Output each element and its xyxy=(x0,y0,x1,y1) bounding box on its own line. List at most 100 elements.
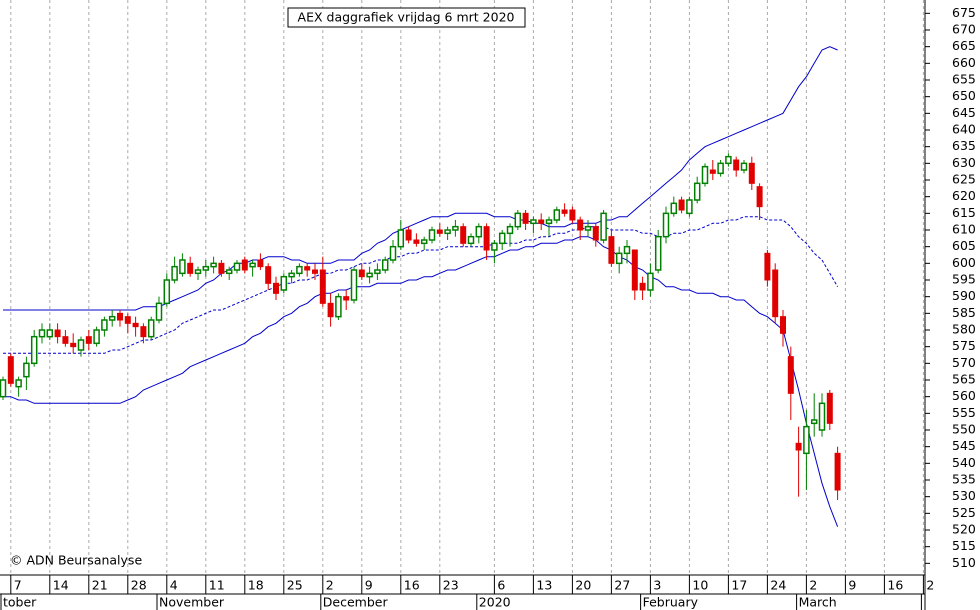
x-tick-label: 9 xyxy=(848,578,856,593)
y-tick-label: 535 xyxy=(952,472,976,487)
y-tick-label: 510 xyxy=(952,555,976,570)
candle-body xyxy=(257,259,264,268)
y-tick-label: 590 xyxy=(952,288,976,303)
candle-body xyxy=(701,165,709,185)
candle-body xyxy=(108,315,116,321)
candle-body xyxy=(631,249,638,291)
candle-body xyxy=(764,252,771,281)
candle-body xyxy=(818,402,826,431)
candle-body xyxy=(772,269,779,318)
y-tick-label: 605 xyxy=(952,238,976,253)
month-label: March xyxy=(799,595,837,610)
candle-body xyxy=(210,262,217,268)
candle-body xyxy=(623,245,631,255)
y-tick-label: 620 xyxy=(952,188,976,203)
candle-body xyxy=(803,425,810,455)
candle-body xyxy=(30,335,38,365)
candle-body xyxy=(343,296,350,301)
y-tick-label: 660 xyxy=(952,55,976,70)
y-tick-label: 565 xyxy=(952,372,976,387)
candle-body xyxy=(569,209,576,221)
candle-body xyxy=(420,239,428,245)
candle-body xyxy=(748,162,755,184)
candle-body xyxy=(218,262,225,274)
y-tick-label: 595 xyxy=(952,272,976,287)
candle-body xyxy=(709,169,716,174)
candle-body xyxy=(608,236,615,264)
x-tick-label: 16 xyxy=(887,578,903,593)
x-tick-label: 4 xyxy=(170,578,178,593)
candle-body xyxy=(241,259,248,271)
candle-body xyxy=(545,219,553,225)
x-tick-label: 13 xyxy=(536,578,552,593)
candle-body xyxy=(553,209,561,221)
y-tick-label: 540 xyxy=(952,455,976,470)
x-tick-label: 11 xyxy=(209,578,225,593)
y-tick-label: 665 xyxy=(952,38,976,53)
candle-body xyxy=(304,266,311,271)
candle-body xyxy=(171,265,178,281)
candle-body xyxy=(265,266,272,284)
candle-body xyxy=(506,225,514,235)
y-tick-label: 610 xyxy=(952,222,976,237)
y-tick-label: 560 xyxy=(952,388,976,403)
candle-body xyxy=(70,342,77,348)
candle-body xyxy=(319,269,326,304)
y-tick-label: 530 xyxy=(952,488,976,503)
candle-body xyxy=(335,295,342,318)
candle-body xyxy=(54,329,61,338)
candle-body xyxy=(163,279,171,305)
candle-body xyxy=(85,336,92,344)
y-tick-label: 555 xyxy=(952,405,976,420)
candle-body xyxy=(397,229,405,248)
y-tick-label: 670 xyxy=(952,22,976,37)
month-label: February xyxy=(643,595,699,610)
y-tick-label: 550 xyxy=(952,422,976,437)
y-tick-label: 600 xyxy=(952,255,976,270)
candle-body xyxy=(233,262,241,271)
y-tick-label: 520 xyxy=(952,522,976,537)
x-tick-label: 2 xyxy=(926,578,934,593)
candle-body xyxy=(693,182,701,201)
candle-body xyxy=(460,226,467,244)
candle-body xyxy=(561,209,568,214)
y-tick-label: 545 xyxy=(952,438,976,453)
bands xyxy=(3,46,839,527)
candle-body xyxy=(491,242,498,251)
candle-body xyxy=(826,392,833,424)
candle-body xyxy=(639,282,646,291)
candle-body xyxy=(38,329,46,338)
candle-body xyxy=(77,339,85,351)
y-tick-label: 585 xyxy=(952,305,976,320)
candle-body xyxy=(225,269,233,275)
y-tick-label: 625 xyxy=(952,172,976,187)
candle-body xyxy=(780,316,786,334)
y-tick-label: 570 xyxy=(952,355,976,370)
x-tick-label: 14 xyxy=(53,578,69,593)
candle-body xyxy=(670,202,678,215)
candle-body xyxy=(132,322,139,328)
x-tick-label: 20 xyxy=(575,578,591,593)
candle-body xyxy=(366,272,373,278)
candle-body xyxy=(538,219,545,224)
y-tick-label: 575 xyxy=(952,338,976,353)
candle-body xyxy=(795,442,802,451)
candle-body xyxy=(600,212,607,241)
candle-body xyxy=(514,212,522,228)
candle-body xyxy=(577,219,584,231)
x-tick-label: 2 xyxy=(809,578,817,593)
candle-body xyxy=(312,269,318,274)
candle-body xyxy=(288,272,295,278)
x-tick-label: 6 xyxy=(497,578,505,593)
candle-body xyxy=(155,302,163,321)
y-tick-label: 640 xyxy=(952,122,976,137)
chart-title: AEX daggrafiek vrijdag 6 mrt 2020 xyxy=(298,10,515,25)
month-label: November xyxy=(159,595,225,610)
candle-body xyxy=(358,269,365,278)
candle-body xyxy=(475,225,483,238)
candle-body xyxy=(117,312,123,321)
candle-body xyxy=(444,229,451,235)
candle-body xyxy=(483,226,490,251)
band-line xyxy=(3,216,839,354)
